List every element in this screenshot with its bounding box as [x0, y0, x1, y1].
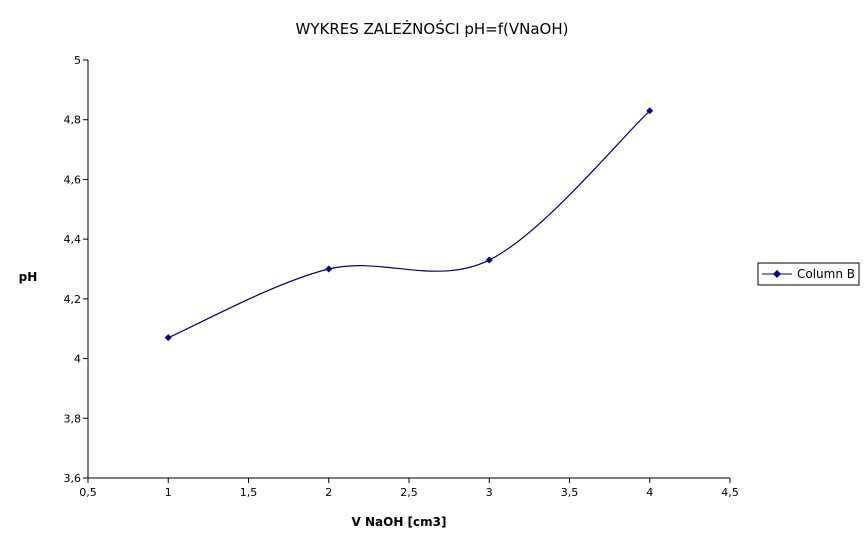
x-axis-label: V NaOH [cm3] [352, 515, 447, 529]
x-tick-label: 1,5 [240, 486, 258, 499]
x-tick-label: 2 [325, 486, 332, 499]
data-point-marker [164, 334, 172, 342]
x-tick-label: 4 [646, 486, 653, 499]
legend: Column B [757, 262, 860, 286]
data-point-marker [485, 256, 493, 264]
y-tick-label: 3,8 [64, 412, 82, 425]
data-point-marker [325, 265, 333, 273]
data-point-marker [646, 107, 654, 115]
chart-title: WYKRES ZALEŻNOŚCI pH=f(VNaOH) [296, 19, 569, 38]
legend-label-column-b: Column B [797, 267, 855, 281]
x-tick-label: 4,5 [721, 486, 739, 499]
y-tick-label: 4,8 [64, 114, 82, 127]
x-ticks: 0,5 1 1,5 2 2,5 3 3,5 4 4,5 [79, 478, 739, 499]
y-ticks: 5 4,8 4,6 4,4 4,2 4 3,8 3,6 [64, 54, 88, 485]
x-tick-label: 0,5 [79, 486, 97, 499]
x-tick-label: 1 [165, 486, 172, 499]
y-tick-label: 4,2 [64, 293, 82, 306]
series-layer [164, 107, 654, 342]
y-tick-label: 4,4 [64, 233, 82, 246]
legend-box [757, 262, 860, 286]
y-axis-label: pH [19, 270, 38, 284]
series-line-column-b [168, 110, 651, 339]
x-tick-label: 3 [486, 486, 493, 499]
y-tick-label: 5 [74, 54, 81, 67]
legend-marker-column-b [773, 270, 781, 278]
y-tick-label: 4,6 [64, 173, 82, 186]
x-tick-label: 3,5 [561, 486, 579, 499]
y-tick-label: 4 [74, 353, 81, 366]
x-tick-label: 2,5 [400, 486, 418, 499]
y-tick-label: 3,6 [64, 472, 82, 485]
